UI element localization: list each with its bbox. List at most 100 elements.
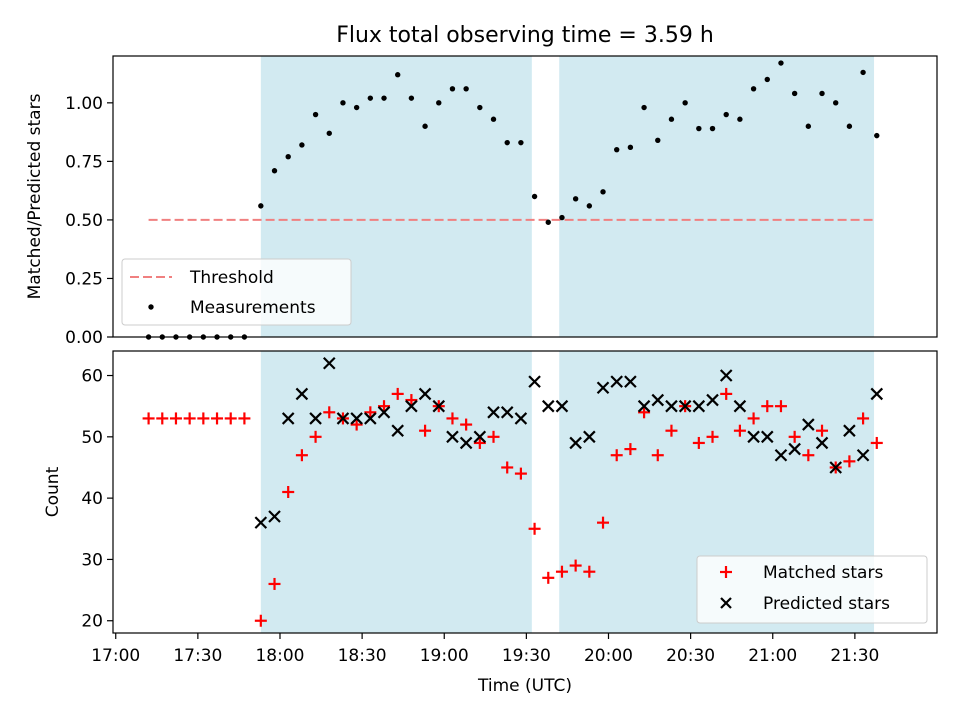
predicted-star-point bbox=[815, 436, 829, 450]
predicted-star-point bbox=[377, 406, 391, 419]
measurement-point bbox=[791, 90, 798, 97]
y-tick-label: 0.50 bbox=[65, 211, 103, 231]
predicted-star-point bbox=[432, 399, 446, 413]
predicted-star-point bbox=[760, 430, 774, 444]
predicted-star-point bbox=[446, 430, 459, 444]
predicted-star-point bbox=[651, 393, 665, 407]
matched-star-point bbox=[761, 400, 774, 413]
matched-star-point bbox=[295, 449, 308, 462]
predicted-star-point bbox=[309, 412, 322, 425]
measurement-point bbox=[805, 123, 812, 129]
matched-star-point bbox=[350, 418, 363, 431]
matched-star-point bbox=[528, 522, 541, 535]
predicted-star-point bbox=[569, 436, 582, 450]
matched-star-point bbox=[487, 430, 500, 443]
measurement-point bbox=[463, 86, 469, 92]
y-tick-label: 50 bbox=[81, 428, 103, 448]
measurement-point bbox=[723, 111, 729, 118]
matched-star-point bbox=[720, 387, 733, 400]
predicted-star-point bbox=[802, 418, 815, 431]
predicted-star-point bbox=[418, 387, 432, 401]
y-tick-label: 0.25 bbox=[65, 269, 103, 289]
legend-matched-swatch bbox=[720, 566, 732, 578]
measurement-point bbox=[600, 189, 606, 195]
measurement-point bbox=[750, 86, 757, 92]
y-tick-label: 1.00 bbox=[65, 94, 103, 114]
observing-window-2 bbox=[559, 56, 875, 337]
predicted-star-point bbox=[637, 399, 651, 413]
predicted-star-point bbox=[788, 442, 801, 456]
matched-star-point bbox=[323, 406, 336, 419]
y-tick-label: 60 bbox=[81, 367, 103, 387]
predicted-star-point bbox=[733, 399, 747, 413]
measurement-point bbox=[668, 116, 675, 122]
measurement-point bbox=[764, 76, 770, 83]
matched-star-point bbox=[378, 400, 391, 413]
matched-star-point bbox=[706, 430, 719, 443]
predicted-star-point bbox=[555, 399, 569, 413]
ratio-axes-frame bbox=[112, 55, 938, 338]
predicted-star-point bbox=[610, 375, 623, 388]
matched-star-point bbox=[501, 461, 514, 474]
predicted-star-point bbox=[268, 510, 281, 523]
predicted-star-point bbox=[583, 430, 596, 444]
matched-star-point bbox=[624, 443, 637, 456]
matched-star-point bbox=[843, 455, 856, 468]
matched-star-point bbox=[391, 387, 404, 400]
measurement-point bbox=[874, 132, 880, 139]
matched-star-point bbox=[692, 436, 705, 449]
measurement-point bbox=[545, 219, 551, 225]
ratio-panel: 0.00 0.25 0.50 0.75 1.00 Matched/Predicted s… bbox=[25, 55, 938, 348]
legend-matched-label: Matched stars bbox=[763, 563, 883, 583]
measurement-point bbox=[422, 123, 428, 129]
measurement-point bbox=[696, 125, 702, 132]
matched-star-point bbox=[733, 424, 746, 437]
predicted-star-point bbox=[487, 406, 500, 419]
measurement-point bbox=[518, 139, 524, 146]
measurement-point bbox=[709, 125, 716, 132]
x-tick-label: 18:30 bbox=[338, 646, 387, 666]
measurement-point bbox=[340, 100, 346, 106]
matched-star-point bbox=[211, 412, 224, 425]
predicted-star-point bbox=[281, 412, 295, 425]
measurement-point bbox=[778, 60, 784, 66]
measurement-point bbox=[655, 137, 661, 143]
matched-star-point bbox=[816, 424, 829, 437]
matched-star-point bbox=[857, 412, 870, 425]
predicted-star-point bbox=[473, 430, 487, 444]
count-panel: 20 30 40 50 60 Count 17:00 17:30 18:00 18:30 19:… bbox=[43, 350, 938, 696]
x-tick-label: 20:00 bbox=[584, 646, 633, 666]
matched-star-point bbox=[419, 424, 432, 437]
measurement-point bbox=[477, 104, 483, 111]
measurement-point bbox=[682, 100, 688, 106]
predicted-star-point bbox=[870, 387, 884, 401]
legend-predicted-swatch bbox=[720, 597, 732, 609]
x-axis-label: Time (UTC) bbox=[477, 676, 572, 696]
measurement-point bbox=[381, 95, 387, 101]
matched-star-point bbox=[364, 406, 377, 419]
chart-title: Flux total observing time = 3.59 h bbox=[336, 23, 714, 48]
measurement-point bbox=[586, 203, 593, 209]
measurement-point bbox=[614, 146, 620, 153]
matched-star-point bbox=[254, 614, 267, 627]
measurement-point bbox=[572, 196, 579, 202]
matched-star-point bbox=[238, 412, 251, 425]
measurement-point bbox=[312, 111, 319, 118]
x-tick-label: 19:00 bbox=[420, 646, 469, 666]
matched-star-point bbox=[870, 436, 883, 449]
measurement-point bbox=[833, 100, 839, 106]
measurement-point bbox=[299, 142, 305, 148]
count-axes-frame bbox=[112, 350, 938, 634]
measurement-point bbox=[367, 95, 374, 101]
y-tick-label: 0.00 bbox=[65, 328, 103, 348]
measurement-point bbox=[846, 123, 853, 129]
predicted-star-point bbox=[665, 399, 678, 413]
predicted-star-point bbox=[528, 375, 541, 388]
predicted-star-point bbox=[254, 516, 268, 529]
legend-measurements-label: Measurements bbox=[190, 298, 316, 318]
measurement-point bbox=[258, 203, 264, 209]
matched-star-point bbox=[610, 449, 623, 462]
count-y-axis-label: Count bbox=[43, 466, 63, 517]
matched-star-point bbox=[309, 430, 322, 443]
predicted-star-point bbox=[624, 375, 637, 388]
